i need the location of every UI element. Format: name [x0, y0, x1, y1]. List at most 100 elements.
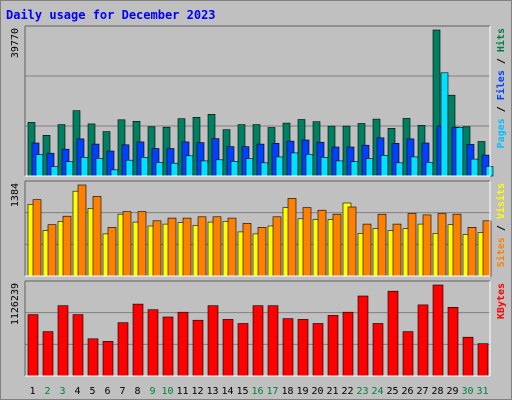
- bar-kbytes-day-24: [372, 323, 384, 377]
- x-tick-day-11: 11: [176, 386, 188, 397]
- bar-sites-day-2: [47, 224, 57, 277]
- bar-kbytes-day-13: [207, 305, 219, 377]
- bar-pages-day-15: [245, 158, 254, 177]
- x-tick-day-24: 24: [371, 386, 383, 397]
- bar-sites-day-1: [32, 199, 42, 277]
- x-tick-day-4: 4: [74, 386, 80, 397]
- bar-pages-day-28: [440, 72, 449, 177]
- series-legend: KBytes: [496, 283, 507, 319]
- bar-kbytes-day-10: [162, 316, 174, 377]
- legend-entry: /: [496, 100, 507, 118]
- bar-pages-day-9: [155, 162, 164, 177]
- legend-entry: Hits: [495, 28, 507, 52]
- bar-pages-day-22: [350, 161, 359, 177]
- legend-entry: /: [496, 219, 507, 237]
- x-tick-day-27: 27: [416, 386, 428, 397]
- bar-sites-day-29: [452, 213, 462, 277]
- bar-pages-day-29: [455, 127, 464, 177]
- bar-pages-day-26: [410, 156, 419, 177]
- bar-kbytes-day-14: [222, 319, 234, 377]
- bar-kbytes-day-16: [252, 305, 264, 377]
- x-tick-day-19: 19: [296, 386, 308, 397]
- bar-pages-day-24: [380, 155, 389, 177]
- x-tick-day-16: 16: [251, 386, 263, 397]
- bar-pages-day-1: [35, 154, 44, 177]
- series-legend: Pages / Files / Hits: [495, 28, 507, 148]
- bar-sites-day-7: [122, 211, 132, 277]
- x-tick-day-30: 30: [461, 386, 473, 397]
- chart-title: Daily usage for December 2023: [6, 8, 216, 22]
- bar-pages-day-17: [275, 156, 284, 177]
- x-tick-day-18: 18: [281, 386, 293, 397]
- x-tick-day-29: 29: [446, 386, 458, 397]
- bar-kbytes-day-9: [147, 309, 159, 377]
- x-tick-day-10: 10: [161, 386, 173, 397]
- x-tick-day-17: 17: [266, 386, 278, 397]
- bar-pages-day-14: [230, 161, 239, 177]
- bar-sites-day-13: [212, 216, 222, 277]
- bar-kbytes-day-2: [42, 331, 54, 377]
- bar-pages-day-11: [185, 155, 194, 177]
- legend-entry: Pages: [496, 118, 507, 148]
- bar-kbytes-day-23: [357, 295, 369, 377]
- bar-kbytes-day-19: [297, 319, 309, 377]
- series-legend: Sites / Visits: [495, 183, 507, 267]
- x-tick-day-21: 21: [326, 386, 338, 397]
- bar-sites-day-28: [437, 213, 447, 277]
- bar-sites-day-22: [347, 206, 357, 277]
- x-tick-day-26: 26: [401, 386, 413, 397]
- bar-pages-day-27: [425, 162, 434, 177]
- x-tick-day-7: 7: [119, 386, 125, 397]
- bar-kbytes-day-4: [72, 314, 84, 377]
- bar-sites-day-10: [167, 217, 177, 277]
- bar-kbytes-day-21: [327, 315, 339, 377]
- bar-pages-day-6: [110, 169, 119, 177]
- bar-pages-day-8: [140, 157, 149, 177]
- x-tick-day-14: 14: [221, 386, 233, 397]
- x-tick-day-15: 15: [236, 386, 248, 397]
- legend-entry: /: [496, 52, 507, 70]
- legend-entry: Visits: [495, 183, 507, 219]
- bar-pages-day-16: [260, 162, 269, 177]
- bar-pages-day-21: [335, 160, 344, 177]
- ymax-label: 1384: [10, 183, 21, 207]
- bar-sites-day-24: [377, 213, 387, 277]
- bar-pages-day-13: [215, 159, 224, 177]
- bar-sites-day-8: [137, 211, 147, 277]
- bar-pages-day-10: [170, 162, 179, 177]
- x-tick-day-3: 3: [59, 386, 65, 397]
- bar-kbytes-day-11: [177, 311, 189, 377]
- bar-kbytes-day-6: [102, 340, 114, 377]
- bar-kbytes-day-30: [462, 336, 474, 377]
- bar-kbytes-day-8: [132, 303, 144, 377]
- legend-entry: Sites: [495, 237, 507, 267]
- bar-sites-day-18: [287, 198, 297, 277]
- bar-sites-day-27: [422, 214, 432, 277]
- bar-sites-day-25: [392, 223, 402, 277]
- bar-kbytes-day-5: [87, 338, 99, 377]
- ymax-label: 1126239: [10, 283, 21, 325]
- x-tick-day-12: 12: [191, 386, 203, 397]
- bar-kbytes-day-27: [417, 304, 429, 377]
- bar-pages-day-19: [305, 154, 314, 177]
- bar-sites-day-16: [257, 227, 267, 277]
- bar-sites-day-6: [107, 227, 117, 277]
- bar-kbytes-day-12: [192, 319, 204, 377]
- bar-pages-day-18: [290, 152, 299, 177]
- ymax-label: 39770: [10, 28, 21, 58]
- bar-sites-day-30: [467, 227, 477, 277]
- x-tick-day-20: 20: [311, 386, 323, 397]
- bar-sites-day-21: [332, 213, 342, 277]
- x-tick-day-8: 8: [134, 386, 140, 397]
- bar-sites-day-4: [77, 184, 87, 277]
- bar-kbytes-day-22: [342, 311, 354, 377]
- bar-kbytes-day-20: [312, 323, 324, 377]
- bar-pages-day-23: [365, 158, 374, 177]
- bar-kbytes-day-29: [447, 306, 459, 377]
- bar-kbytes-day-28: [432, 284, 444, 377]
- bar-sites-day-11: [182, 217, 192, 277]
- bar-sites-day-15: [242, 223, 252, 277]
- x-tick-day-1: 1: [29, 386, 35, 397]
- bar-sites-day-3: [62, 215, 72, 277]
